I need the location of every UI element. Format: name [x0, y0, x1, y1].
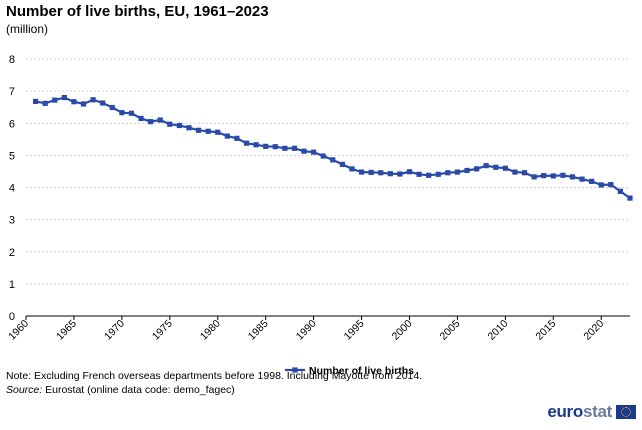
data-point — [119, 110, 125, 116]
data-point — [263, 143, 269, 149]
data-point — [550, 173, 556, 179]
data-point — [128, 110, 135, 116]
y-tick-label: 8 — [9, 54, 15, 66]
legend-marker — [292, 367, 298, 373]
y-tick-label: 7 — [9, 86, 15, 98]
y-tick-label: 3 — [9, 215, 15, 227]
y-tick-label: 1 — [9, 279, 15, 291]
data-point — [483, 163, 489, 169]
data-point — [435, 171, 441, 177]
data-point — [454, 169, 461, 175]
logo-text-dim: stat — [582, 402, 612, 421]
data-point — [512, 169, 518, 175]
data-point — [358, 169, 365, 175]
data-point — [80, 101, 87, 107]
series-line — [35, 96, 631, 200]
x-tick-label: 2015 — [533, 318, 558, 343]
data-point — [42, 100, 48, 106]
data-point — [579, 176, 585, 182]
y-tick-label: 6 — [9, 118, 15, 130]
data-point — [215, 129, 221, 135]
data-point — [464, 167, 470, 174]
data-point — [397, 171, 403, 177]
data-point — [320, 153, 326, 159]
data-point — [617, 188, 624, 194]
data-point — [339, 161, 345, 167]
y-tick-label: 2 — [9, 247, 15, 259]
data-point — [627, 195, 633, 201]
x-tick-label: 1985 — [246, 318, 271, 343]
data-point — [445, 170, 451, 176]
data-point — [148, 119, 154, 125]
eu-flag-icon — [616, 405, 636, 419]
x-tick-label: 1995 — [342, 318, 367, 343]
data-point — [349, 166, 355, 172]
data-point — [291, 145, 298, 151]
data-point — [589, 178, 595, 184]
data-point — [474, 166, 480, 172]
data-point — [61, 94, 67, 101]
data-point — [138, 115, 144, 122]
data-point — [71, 99, 77, 105]
y-tick-label: 0 — [9, 311, 15, 323]
data-point — [368, 169, 374, 176]
data-point — [176, 122, 182, 129]
x-tick-label: 2020 — [581, 318, 606, 343]
data-point — [186, 125, 192, 131]
x-tick-label: 2005 — [438, 318, 463, 343]
data-point — [541, 173, 547, 179]
data-point — [253, 142, 259, 148]
data-point — [569, 174, 576, 180]
source-label: Source: — [6, 384, 43, 396]
chart-note: Note: Excluding French overseas departme… — [6, 370, 423, 382]
x-tick-label: 1975 — [150, 318, 175, 343]
chart-unit-label: (million) — [6, 22, 48, 36]
data-point — [521, 170, 528, 176]
data-point — [205, 128, 211, 134]
data-point — [282, 145, 288, 151]
data-point — [109, 104, 115, 111]
data-point — [560, 172, 566, 178]
data-point — [52, 97, 58, 103]
data-point — [301, 148, 307, 154]
data-point — [167, 121, 173, 127]
data-point — [195, 127, 202, 133]
x-tick-label: 2010 — [485, 318, 510, 343]
data-point — [224, 133, 230, 139]
legend-label: Number of live births — [309, 365, 414, 377]
chart-title: Number of live births, EU, 1961–2023 — [6, 3, 269, 20]
data-point — [90, 97, 96, 103]
y-tick-label: 4 — [9, 183, 15, 195]
x-tick-label: 1970 — [102, 318, 127, 343]
logo-text: eurostat — [547, 402, 612, 422]
data-point — [493, 164, 499, 170]
logo-text-main: euro — [547, 402, 583, 421]
data-point — [100, 100, 106, 106]
data-point — [234, 135, 240, 141]
data-point — [406, 169, 413, 175]
data-point — [416, 171, 422, 177]
data-point — [311, 149, 317, 155]
data-point — [387, 171, 393, 177]
data-point — [378, 170, 384, 176]
data-point — [330, 157, 336, 163]
data-point — [531, 174, 537, 180]
x-tick-label: 1980 — [198, 318, 223, 343]
chart-source: Source: Eurostat (online data code: demo… — [6, 384, 235, 396]
x-tick-label: 1965 — [54, 318, 79, 343]
data-point — [598, 182, 604, 188]
data-point — [426, 172, 432, 178]
data-point — [272, 144, 278, 150]
data-point — [502, 165, 508, 171]
source-text: Eurostat (online data code: demo_fagec) — [42, 384, 235, 396]
y-tick-label: 5 — [9, 150, 15, 162]
eurostat-logo: eurostat — [547, 402, 636, 422]
data-point — [32, 98, 39, 105]
data-point — [157, 117, 163, 123]
data-point — [243, 140, 250, 146]
x-tick-label: 1990 — [294, 318, 319, 343]
data-point — [608, 182, 614, 188]
x-tick-label: 2000 — [390, 318, 415, 343]
